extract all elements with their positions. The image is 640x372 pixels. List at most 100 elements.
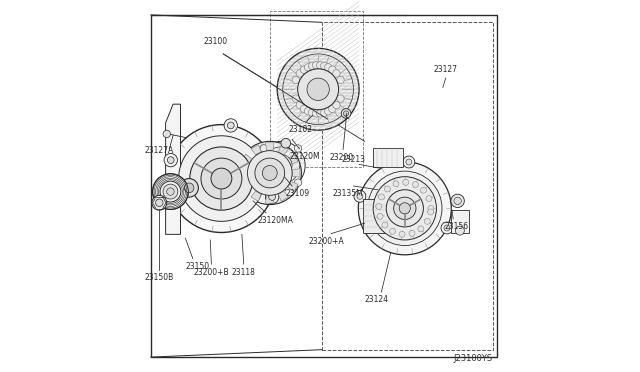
Text: 23150B: 23150B [145,273,174,282]
Circle shape [357,193,363,199]
Polygon shape [292,169,300,177]
Circle shape [456,226,465,235]
Circle shape [296,102,303,109]
Polygon shape [278,191,289,201]
Circle shape [344,111,349,116]
Circle shape [337,95,344,102]
Circle shape [308,109,316,116]
Circle shape [255,158,285,188]
Circle shape [377,214,383,219]
Polygon shape [288,154,298,164]
Circle shape [262,166,277,180]
Bar [451,210,468,232]
Circle shape [324,108,332,115]
Circle shape [248,151,292,195]
Text: 23213: 23213 [342,155,365,164]
Circle shape [316,110,324,117]
Circle shape [292,76,300,84]
Text: 23100: 23100 [204,38,228,46]
Circle shape [312,110,320,117]
Bar [363,199,389,232]
Circle shape [328,105,336,113]
Polygon shape [266,143,274,150]
Polygon shape [278,145,289,155]
Circle shape [300,66,308,73]
Circle shape [238,141,301,205]
Circle shape [454,197,461,205]
Circle shape [321,62,328,70]
Polygon shape [288,182,298,192]
Circle shape [277,48,359,130]
Circle shape [451,194,465,208]
Text: 23127A: 23127A [145,146,174,155]
Circle shape [180,179,198,197]
Text: 23124: 23124 [365,295,388,304]
Circle shape [304,108,312,115]
Polygon shape [166,104,180,234]
Circle shape [292,95,300,102]
Text: 23156: 23156 [445,222,469,231]
Circle shape [190,147,253,210]
Circle shape [163,130,170,138]
Circle shape [164,153,177,167]
Circle shape [211,168,232,189]
Bar [322,22,493,350]
Circle shape [270,154,292,177]
Polygon shape [251,191,261,201]
Circle shape [260,145,268,152]
Circle shape [376,203,382,209]
Polygon shape [266,196,274,203]
Circle shape [307,78,330,100]
Text: 23200: 23200 [330,153,354,162]
Text: 23200+B: 23200+B [193,268,229,277]
Circle shape [382,222,388,228]
Circle shape [409,230,415,236]
Text: J23100YS: J23100YS [454,354,493,363]
Circle shape [367,171,442,246]
Circle shape [260,179,268,186]
Polygon shape [251,145,261,155]
Circle shape [167,188,174,195]
Circle shape [386,190,424,227]
Bar [373,148,403,167]
Circle shape [266,190,279,204]
Circle shape [294,179,301,186]
Circle shape [308,62,316,70]
Circle shape [184,183,194,193]
Circle shape [426,196,432,202]
Circle shape [269,194,275,201]
Circle shape [441,222,453,234]
Circle shape [333,102,340,109]
Circle shape [399,203,410,214]
Text: 23200+A: 23200+A [308,237,344,246]
Circle shape [304,64,312,71]
Circle shape [420,187,426,193]
Text: 23120M: 23120M [289,152,320,161]
Text: 23127: 23127 [434,65,458,74]
Circle shape [385,186,390,192]
Circle shape [257,141,305,190]
Circle shape [321,109,328,116]
Circle shape [152,195,167,210]
Circle shape [444,225,450,231]
Circle shape [156,199,163,206]
Circle shape [378,194,385,200]
Circle shape [393,181,399,187]
Polygon shape [241,182,252,192]
Circle shape [403,156,415,168]
Circle shape [152,174,188,209]
Circle shape [201,158,242,199]
Circle shape [224,119,237,132]
Circle shape [412,182,419,187]
Circle shape [428,205,434,211]
Polygon shape [239,169,247,177]
Polygon shape [241,154,252,164]
Circle shape [428,209,433,215]
Bar [270,11,363,167]
Circle shape [281,138,291,148]
Circle shape [403,179,409,185]
Text: 23118: 23118 [232,268,255,277]
Circle shape [298,69,339,110]
Circle shape [394,197,416,219]
Circle shape [406,159,412,165]
